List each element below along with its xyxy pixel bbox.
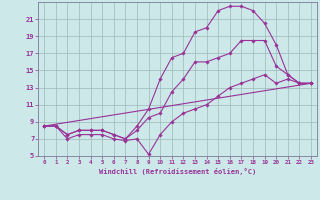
X-axis label: Windchill (Refroidissement éolien,°C): Windchill (Refroidissement éolien,°C) xyxy=(99,168,256,175)
